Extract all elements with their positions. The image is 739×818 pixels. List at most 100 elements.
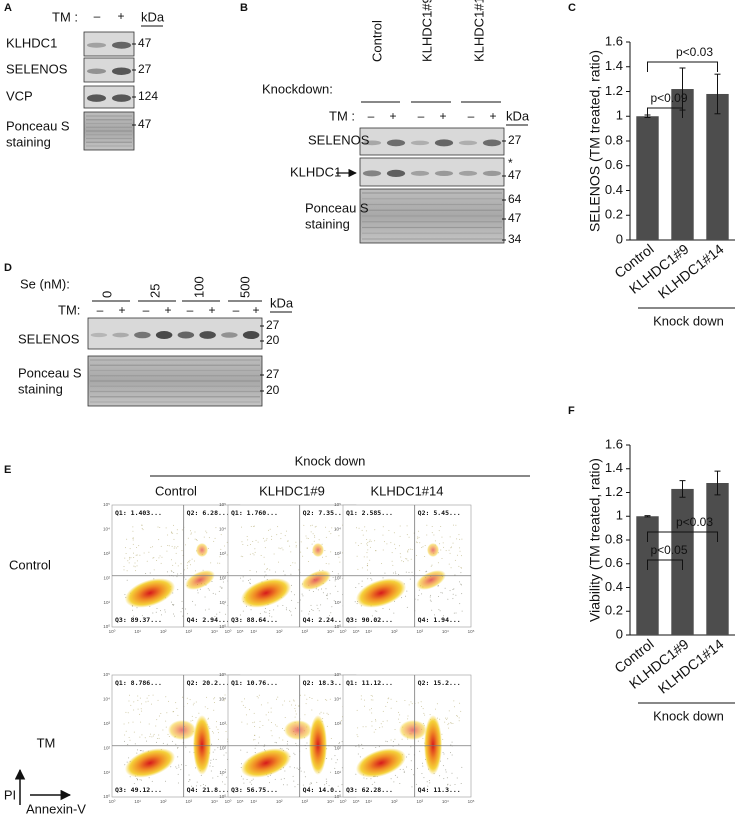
event-dot	[303, 524, 305, 526]
event-dot	[167, 545, 169, 547]
event-dot	[440, 592, 442, 594]
event-dot	[314, 536, 316, 538]
axis-tick-label: 10⁵	[353, 629, 360, 634]
event-dot	[304, 714, 306, 716]
y-axis-label: SELENOS (TM treated, ratio)	[587, 50, 603, 232]
event-dot	[312, 533, 314, 535]
population	[240, 578, 292, 608]
event-dot	[359, 756, 361, 758]
event-dot	[128, 694, 130, 696]
event-dot	[451, 722, 453, 724]
lane-label: –	[94, 9, 101, 23]
band	[90, 332, 108, 338]
quadrant-label: Q1: 10.76...	[231, 679, 278, 687]
quadrant-label: Q3: 49.12...	[115, 786, 162, 794]
event-dot	[443, 546, 445, 548]
event-dot	[293, 699, 295, 701]
event-dot	[219, 611, 221, 613]
event-dot	[160, 713, 162, 715]
event-dot	[314, 526, 316, 528]
event-dot	[136, 779, 138, 781]
event-dot	[444, 721, 446, 723]
event-dot	[247, 579, 249, 581]
event-dot	[367, 549, 369, 551]
event-dot	[196, 540, 198, 542]
event-dot	[264, 608, 266, 610]
event-dot	[133, 556, 135, 558]
event-dot	[339, 742, 341, 744]
event-dot	[126, 579, 128, 581]
event-dot	[437, 717, 439, 719]
event-dot	[125, 730, 127, 732]
event-dot	[317, 699, 319, 701]
event-dot	[326, 594, 328, 596]
event-dot	[376, 610, 378, 612]
axis-tick-label: 10⁵	[468, 629, 475, 634]
kda-label: kDa	[506, 108, 530, 123]
population	[185, 570, 215, 590]
event-dot	[204, 785, 206, 787]
event-dot	[371, 708, 373, 710]
event-dot	[434, 540, 436, 542]
event-dot	[305, 703, 307, 705]
event-dot	[212, 758, 214, 760]
event-dot	[256, 571, 258, 573]
event-dot	[406, 525, 408, 527]
event-dot	[313, 540, 315, 542]
event-dot	[382, 549, 384, 551]
event-dot	[142, 529, 144, 531]
event-dot	[417, 702, 419, 704]
event-dot	[249, 781, 251, 783]
event-dot	[295, 545, 297, 547]
event-dot	[278, 547, 280, 549]
event-dot	[215, 759, 217, 761]
event-dot	[311, 524, 313, 526]
event-dot	[310, 782, 312, 784]
event-dot	[257, 697, 259, 699]
event-dot	[425, 571, 427, 573]
band	[134, 331, 151, 339]
event-dot	[165, 527, 167, 529]
event-dot	[460, 583, 462, 585]
event-dot	[250, 783, 252, 785]
event-dot	[357, 727, 359, 729]
event-dot	[178, 766, 180, 768]
event-dot	[220, 576, 222, 578]
axis-tick-label: 10¹	[334, 770, 341, 775]
event-dot	[330, 533, 332, 535]
event-dot	[461, 766, 463, 768]
event-dot	[274, 741, 276, 743]
event-dot	[363, 556, 365, 558]
axis-tick-label: 10⁵	[237, 629, 244, 634]
event-dot	[421, 593, 423, 595]
event-dot	[266, 538, 268, 540]
event-dot	[139, 736, 141, 738]
event-dot	[439, 718, 441, 720]
axis-tick-label: 10⁵	[334, 502, 341, 507]
axis-tick-label: 10⁰	[340, 629, 347, 634]
event-dot	[375, 550, 377, 552]
event-dot	[452, 542, 454, 544]
event-dot	[241, 721, 243, 723]
quadrant-label: Q4: 21.8...	[187, 786, 230, 794]
event-dot	[135, 554, 137, 556]
event-dot	[325, 563, 327, 565]
event-dot	[188, 561, 190, 563]
event-dot	[300, 551, 302, 553]
axis-tick-label: 10²	[219, 745, 226, 750]
event-dot	[452, 598, 454, 600]
event-dot	[212, 766, 214, 768]
event-dot	[224, 783, 226, 785]
event-dot	[123, 569, 125, 571]
event-dot	[452, 589, 454, 591]
event-dot	[282, 549, 284, 551]
event-dot	[434, 614, 436, 616]
event-dot	[248, 709, 250, 711]
event-dot	[153, 556, 155, 558]
event-dot	[269, 569, 271, 571]
event-dot	[302, 784, 304, 786]
event-dot	[291, 704, 293, 706]
event-dot	[447, 784, 449, 786]
kda-marker: 47	[138, 36, 152, 50]
event-dot	[129, 556, 131, 558]
